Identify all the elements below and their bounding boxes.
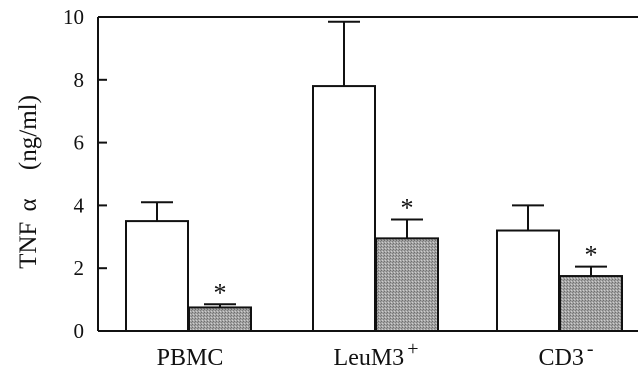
x-category-label: CD3- [538,338,593,371]
x-axis-labels: PBMC LeuM3 + CD3- [157,338,594,371]
bar [375,237,439,332]
x-category-label: LeuM3 + [334,338,419,371]
x-category-label: PBMC [157,345,224,371]
significance-marker: * [401,194,414,223]
y-axis-label: TNF α (ng/ml) [15,95,42,269]
y-axis-label-part: TNF [15,222,42,269]
category-name: PBMC [157,345,224,371]
y-axis-label-part: (ng/ml) [15,95,42,170]
bar [125,220,189,333]
category-name: CD3 [538,345,583,371]
bar [496,229,560,333]
bar [559,275,623,332]
y-tick-label: 6 [74,131,85,155]
y-tick-label: 10 [63,5,84,29]
y-tick-label: 2 [74,256,85,280]
bars: * * * [125,20,623,333]
y-axis-ticks: 0 2 4 6 8 10 [63,5,107,343]
y-tick-label: 8 [74,68,85,92]
y-tick-label: 4 [74,193,85,217]
significance-marker: * [585,241,598,270]
y-tick-label: 0 [74,319,85,343]
bar [312,85,376,332]
category-superscript: + [407,338,418,360]
y-axis-label-part: α [15,198,42,211]
significance-marker: * [214,278,227,307]
category-name: LeuM3 [334,345,405,371]
category-superscript: - [587,338,594,360]
bar [188,306,252,333]
